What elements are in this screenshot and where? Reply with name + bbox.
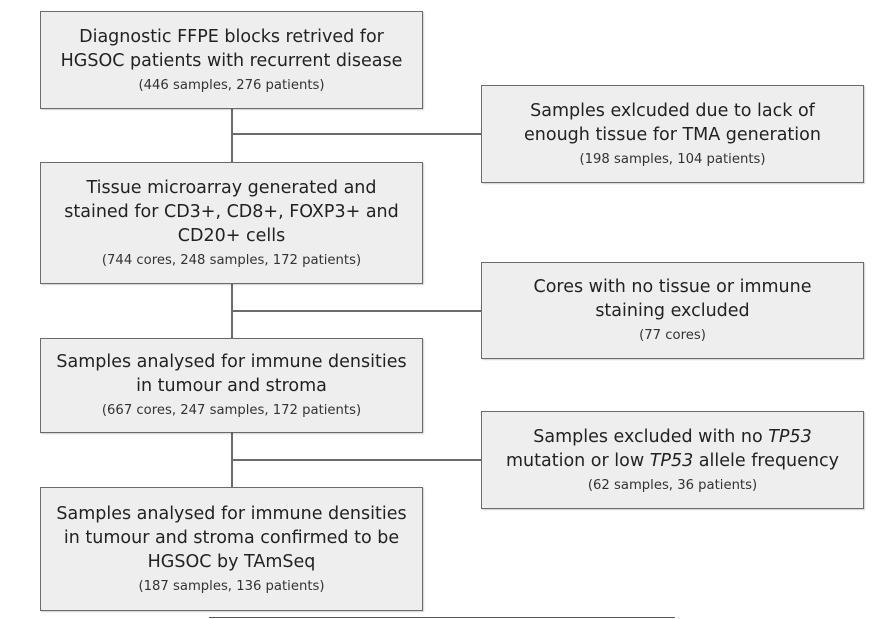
step-box-line: Samples analysed for immune densities [56, 352, 407, 372]
step-box-tma-generated: Tissue microarray generated and stained … [40, 162, 423, 284]
step-box-title: Diagnostic FFPE blocks retrived for HGSO… [61, 25, 403, 73]
exclusion-text: allele frequency [693, 450, 839, 471]
step-box-counts: (446 samples, 276 patients) [138, 77, 325, 93]
step-box-line: HGSOC by TAmSeq [147, 551, 316, 572]
step-box-line: in tumour and stroma [136, 376, 327, 396]
step-box-title: Tissue microarray generated and stained … [64, 176, 399, 248]
step-box-title: Samples analysed for immune densities in… [56, 350, 406, 398]
exclusion-box-insufficient-tissue: Samples exlcuded due to lack of enough t… [481, 85, 864, 183]
exclusion-box-title: Samples exlcuded due to lack of enough t… [524, 99, 821, 147]
exclusion-box-title: Samples excluded with no TP53 mutation o… [506, 425, 839, 473]
step-box-line: stained for CD3+, CD8+, FOXP3+ and [64, 201, 399, 222]
gene-name-tp53: TP53 [649, 450, 694, 471]
exclusion-box-line: Cores with no tissue or immune [533, 277, 812, 297]
connector-branch-2 [231, 310, 481, 312]
gene-name-tp53: TP53 [768, 426, 812, 447]
step-box-counts: (667 cores, 247 samples, 172 patients) [101, 403, 362, 418]
exclusion-box-counts: (77 cores) [639, 328, 706, 343]
exclusion-box-line: Samples exlcuded due to lack of [530, 100, 815, 121]
exclusion-box-line: mutation or low TP53 allele frequency [506, 449, 839, 473]
step-box-line: CD20+ cells [177, 225, 286, 246]
step-box-line: Tissue microarray generated and [86, 177, 377, 198]
step-box-line: Diagnostic FFPE blocks retrived for [79, 26, 384, 47]
exclusion-box-line: staining excluded [595, 301, 750, 321]
exclusion-box-title: Cores with no tissue or immune staining … [534, 275, 812, 323]
step-box-line: Samples analysed for immune densities [56, 503, 407, 524]
exclusion-text: Samples excluded with no [533, 426, 769, 447]
step-box-line: in tumour and stroma confirmed to be [63, 527, 400, 548]
connector-branch-1 [231, 133, 481, 135]
step-box-line: HGSOC patients with recurrent disease [60, 50, 403, 71]
step-box-confirmed-hgsoc: Samples analysed for immune densities in… [40, 487, 423, 611]
exclusion-box-line: Samples excluded with no TP53 [506, 425, 839, 449]
bottom-divider-line [209, 617, 675, 618]
connector-branch-3 [231, 459, 481, 461]
step-box-counts: (187 samples, 136 patients) [138, 578, 325, 594]
exclusion-box-line: enough tissue for TMA generation [524, 124, 821, 145]
exclusion-box-no-staining: Cores with no tissue or immune staining … [481, 262, 864, 359]
exclusion-box-counts: (198 samples, 104 patients) [579, 151, 766, 167]
step-box-blocks-retrieved: Diagnostic FFPE blocks retrived for HGSO… [40, 11, 423, 109]
exclusion-box-no-tp53: Samples excluded with no TP53 mutation o… [481, 411, 864, 509]
connector-spine-1 [231, 108, 233, 162]
exclusion-box-counts: (62 samples, 36 patients) [587, 477, 758, 493]
exclusion-text: mutation or low [506, 450, 650, 471]
step-box-immune-densities: Samples analysed for immune densities in… [40, 338, 423, 433]
step-box-title: Samples analysed for immune densities in… [56, 502, 406, 574]
step-box-counts: (744 cores, 248 samples, 172 patients) [101, 252, 362, 268]
